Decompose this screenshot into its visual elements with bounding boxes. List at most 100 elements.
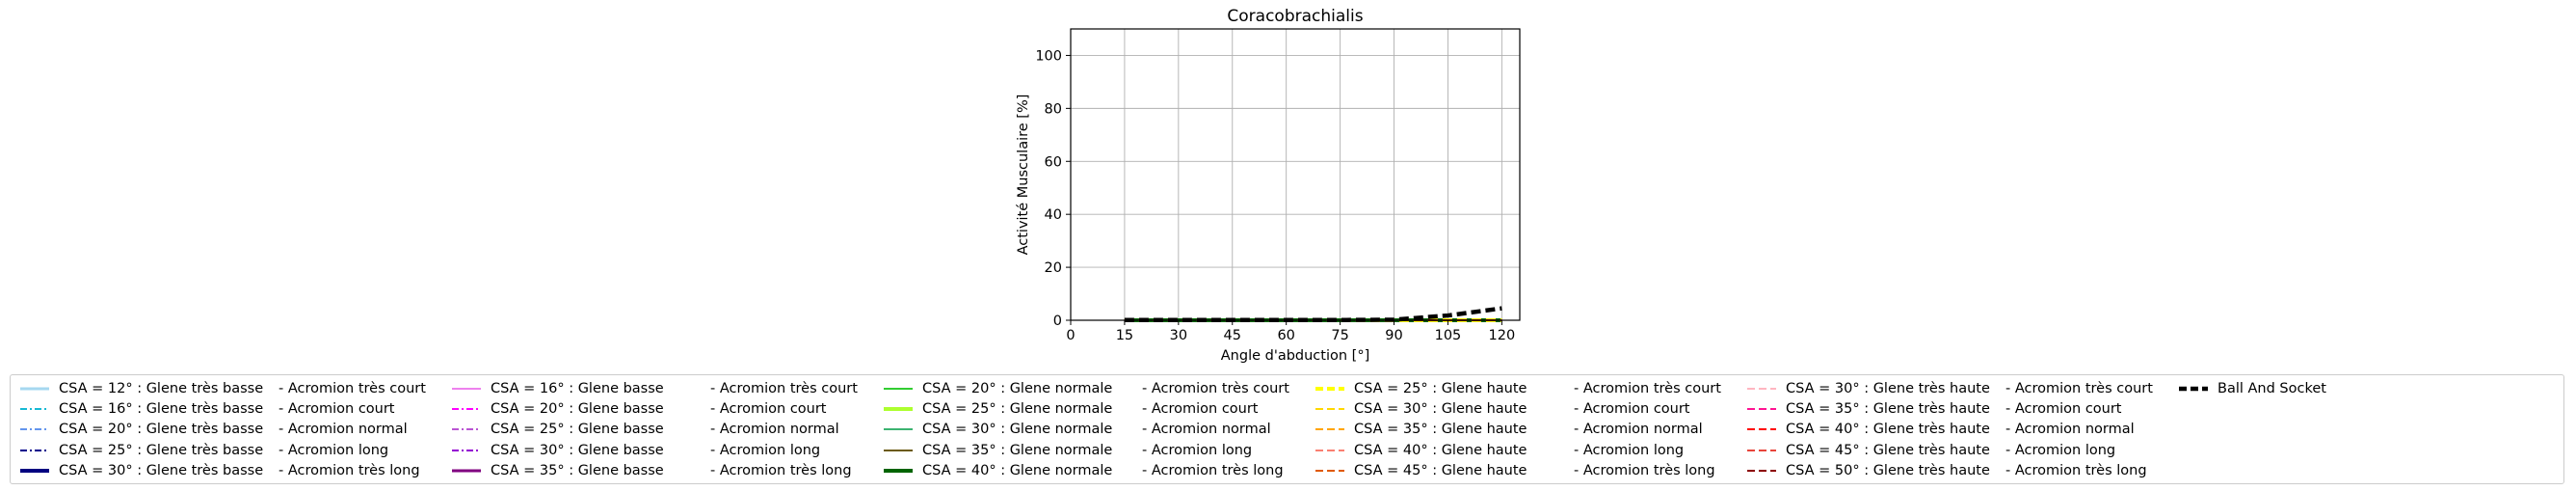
legend-entry: CSA = 30° : Glene très basse - Acromion t… [18, 461, 442, 481]
legend-entry: CSA = 30° : Glene normale - Acromion norm… [882, 420, 1306, 440]
legend-label: CSA = 30° : Glene haute [1354, 401, 1527, 418]
y-tick-label: 0 [1053, 314, 1062, 329]
legend-suffix: - Acromion court [710, 401, 827, 418]
legend-entry: CSA = 16° : Glene basse - Acromion très c… [450, 379, 874, 399]
legend-swatch [452, 428, 481, 431]
legend-entry: CSA = 35° : Glene haute - Acromion normal [1314, 420, 1738, 440]
legend-suffix: - Acromion normal [2005, 422, 2135, 438]
legend-suffix: - Acromion court [2005, 401, 2122, 418]
x-tick-label: 30 [1170, 328, 1187, 343]
legend-label: CSA = 40° : Glene normale [922, 462, 1113, 478]
legend-entry: CSA = 35° : Glene très haute - Acromion c… [1745, 399, 2169, 420]
legend-label: CSA = 30° : Glene basse [491, 442, 664, 458]
legend-label: CSA = 40° : Glene très haute [1786, 422, 1990, 438]
y-tick-label: 60 [1045, 154, 1062, 170]
legend-entry: CSA = 30° : Glene basse - Acromion long [450, 441, 874, 461]
legend-swatch [452, 388, 481, 390]
legend-entry: CSA = 20° : Glene très basse - Acromion n… [18, 420, 442, 440]
legend-label: CSA = 25° : Glene très basse [59, 442, 264, 458]
legend-entry: Ball And Socket [2177, 379, 2576, 399]
x-tick-label: 105 [1435, 328, 1462, 343]
legend-entry: CSA = 25° : Glene basse - Acromion normal [450, 420, 874, 440]
legend-swatch [1747, 388, 1776, 390]
x-tick-label: 15 [1116, 328, 1133, 343]
axes-frame [1070, 28, 1521, 321]
legend-label: CSA = 20° : Glene basse [491, 401, 664, 418]
legend-label: CSA = 35° : Glene haute [1354, 422, 1527, 438]
legend-swatch [20, 468, 49, 473]
y-tick-label: 40 [1045, 207, 1062, 223]
legend-entry: CSA = 40° : Glene haute - Acromion long [1314, 441, 1738, 461]
legend-label: CSA = 25° : Glene basse [491, 422, 664, 438]
y-tick-label: 80 [1045, 101, 1062, 117]
legend-suffix: - Acromion long [279, 442, 389, 458]
legend-swatch [452, 408, 481, 411]
legend-swatch [1747, 408, 1776, 411]
legend-label: CSA = 45° : Glene très haute [1786, 442, 1990, 458]
legend-suffix: - Acromion très long [710, 462, 852, 478]
legend-swatch [884, 428, 913, 431]
legend-suffix: - Acromion très long [1142, 462, 1284, 478]
legend-entry: CSA = 30° : Glene haute - Acromion court [1314, 399, 1738, 420]
series-line-26 [1124, 306, 1502, 322]
legend-label: CSA = 50° : Glene très haute [1786, 462, 1990, 478]
axis-ticks: 0 15 30 45 60 75 90 105 120 0 20 40 60 80 100 [1035, 48, 1515, 343]
legend-swatch [1747, 449, 1776, 451]
legend-swatch [884, 388, 913, 390]
legend-label: CSA = 12° : Glene très basse [59, 381, 264, 396]
legend-suffix: - Acromion très court [2005, 381, 2153, 396]
legend-swatch [884, 468, 913, 473]
legend-entry: CSA = 45° : Glene très haute - Acromion l… [1745, 441, 2169, 461]
legend-swatch [452, 469, 481, 473]
legend-label: CSA = 25° : Glene normale [922, 401, 1113, 418]
legend-label: CSA = 25° : Glene haute [1354, 381, 1527, 396]
legend-entry: CSA = 20° : Glene normale - Acromion très… [882, 379, 1306, 399]
legend-label: CSA = 16° : Glene basse [491, 381, 664, 396]
x-tick-label: 60 [1277, 328, 1294, 343]
legend-swatch [884, 449, 913, 451]
legend-label: CSA = 35° : Glene basse [491, 462, 664, 478]
legend-entry: CSA = 16° : Glene très basse - Acromion c… [18, 399, 442, 420]
legend-swatch [1747, 469, 1776, 472]
legend-swatch [20, 387, 49, 391]
legend-suffix: - Acromion court [1574, 401, 1690, 418]
legend-entry: CSA = 12° : Glene très basse - Acromion t… [18, 379, 442, 399]
legend-swatch [1747, 428, 1776, 431]
grid-lines [1070, 29, 1520, 321]
legend-swatch [1315, 428, 1344, 431]
legend-label: CSA = 45° : Glene haute [1354, 462, 1527, 478]
legend-swatch [1315, 469, 1344, 472]
legend-entry: CSA = 20° : Glene basse - Acromion court [450, 399, 874, 420]
legend-swatch [1315, 387, 1344, 391]
legend-suffix: - Acromion normal [1142, 422, 1271, 438]
legend-entry: CSA = 35° : Glene basse - Acromion très l… [450, 461, 874, 481]
legend-entry: CSA = 30° : Glene très haute - Acromion t… [1745, 379, 2169, 399]
legend-entry: CSA = 35° : Glene normale - Acromion long [882, 441, 1306, 461]
chart-title: Coracobrachialis [1227, 7, 1363, 26]
legend-suffix: - Acromion long [1574, 442, 1685, 458]
x-tick-label: 0 [1066, 328, 1075, 343]
legend-label: CSA = 40° : Glene haute [1354, 442, 1527, 458]
legend-entry: CSA = 25° : Glene très basse - Acromion l… [18, 441, 442, 461]
legend-suffix: - Acromion très long [279, 462, 420, 478]
legend-suffix: - Acromion normal [710, 422, 839, 438]
legend-suffix: - Acromion long [2005, 442, 2116, 458]
legend-label: CSA = 30° : Glene très basse [59, 462, 264, 478]
legend-suffix: - Acromion court [279, 401, 395, 418]
legend-label: CSA = 30° : Glene normale [922, 422, 1113, 438]
y-axis-label: Activité Musculaire [%] [1016, 95, 1031, 256]
legend-label: Ball And Socket [2217, 381, 2326, 396]
legend-entry: CSA = 40° : Glene très haute - Acromion n… [1745, 420, 2169, 440]
legend-swatch [20, 449, 49, 451]
legend-suffix: - Acromion très long [1574, 462, 1715, 478]
legend-swatch [20, 408, 49, 411]
legend-swatch [884, 407, 913, 412]
x-tick-label: 75 [1331, 328, 1348, 343]
legend-entry: CSA = 25° : Glene normale - Acromion cour… [882, 399, 1306, 420]
legend-suffix: - Acromion long [710, 442, 821, 458]
legend-suffix: - Acromion très court [1142, 381, 1289, 396]
legend-entry: CSA = 50° : Glene très haute - Acromion t… [1745, 461, 2169, 481]
legend-swatch [2179, 386, 2208, 392]
legend-suffix: - Acromion très court [1574, 381, 1721, 396]
legend: CSA = 12° : Glene très basse - Acromion t… [10, 374, 2564, 484]
